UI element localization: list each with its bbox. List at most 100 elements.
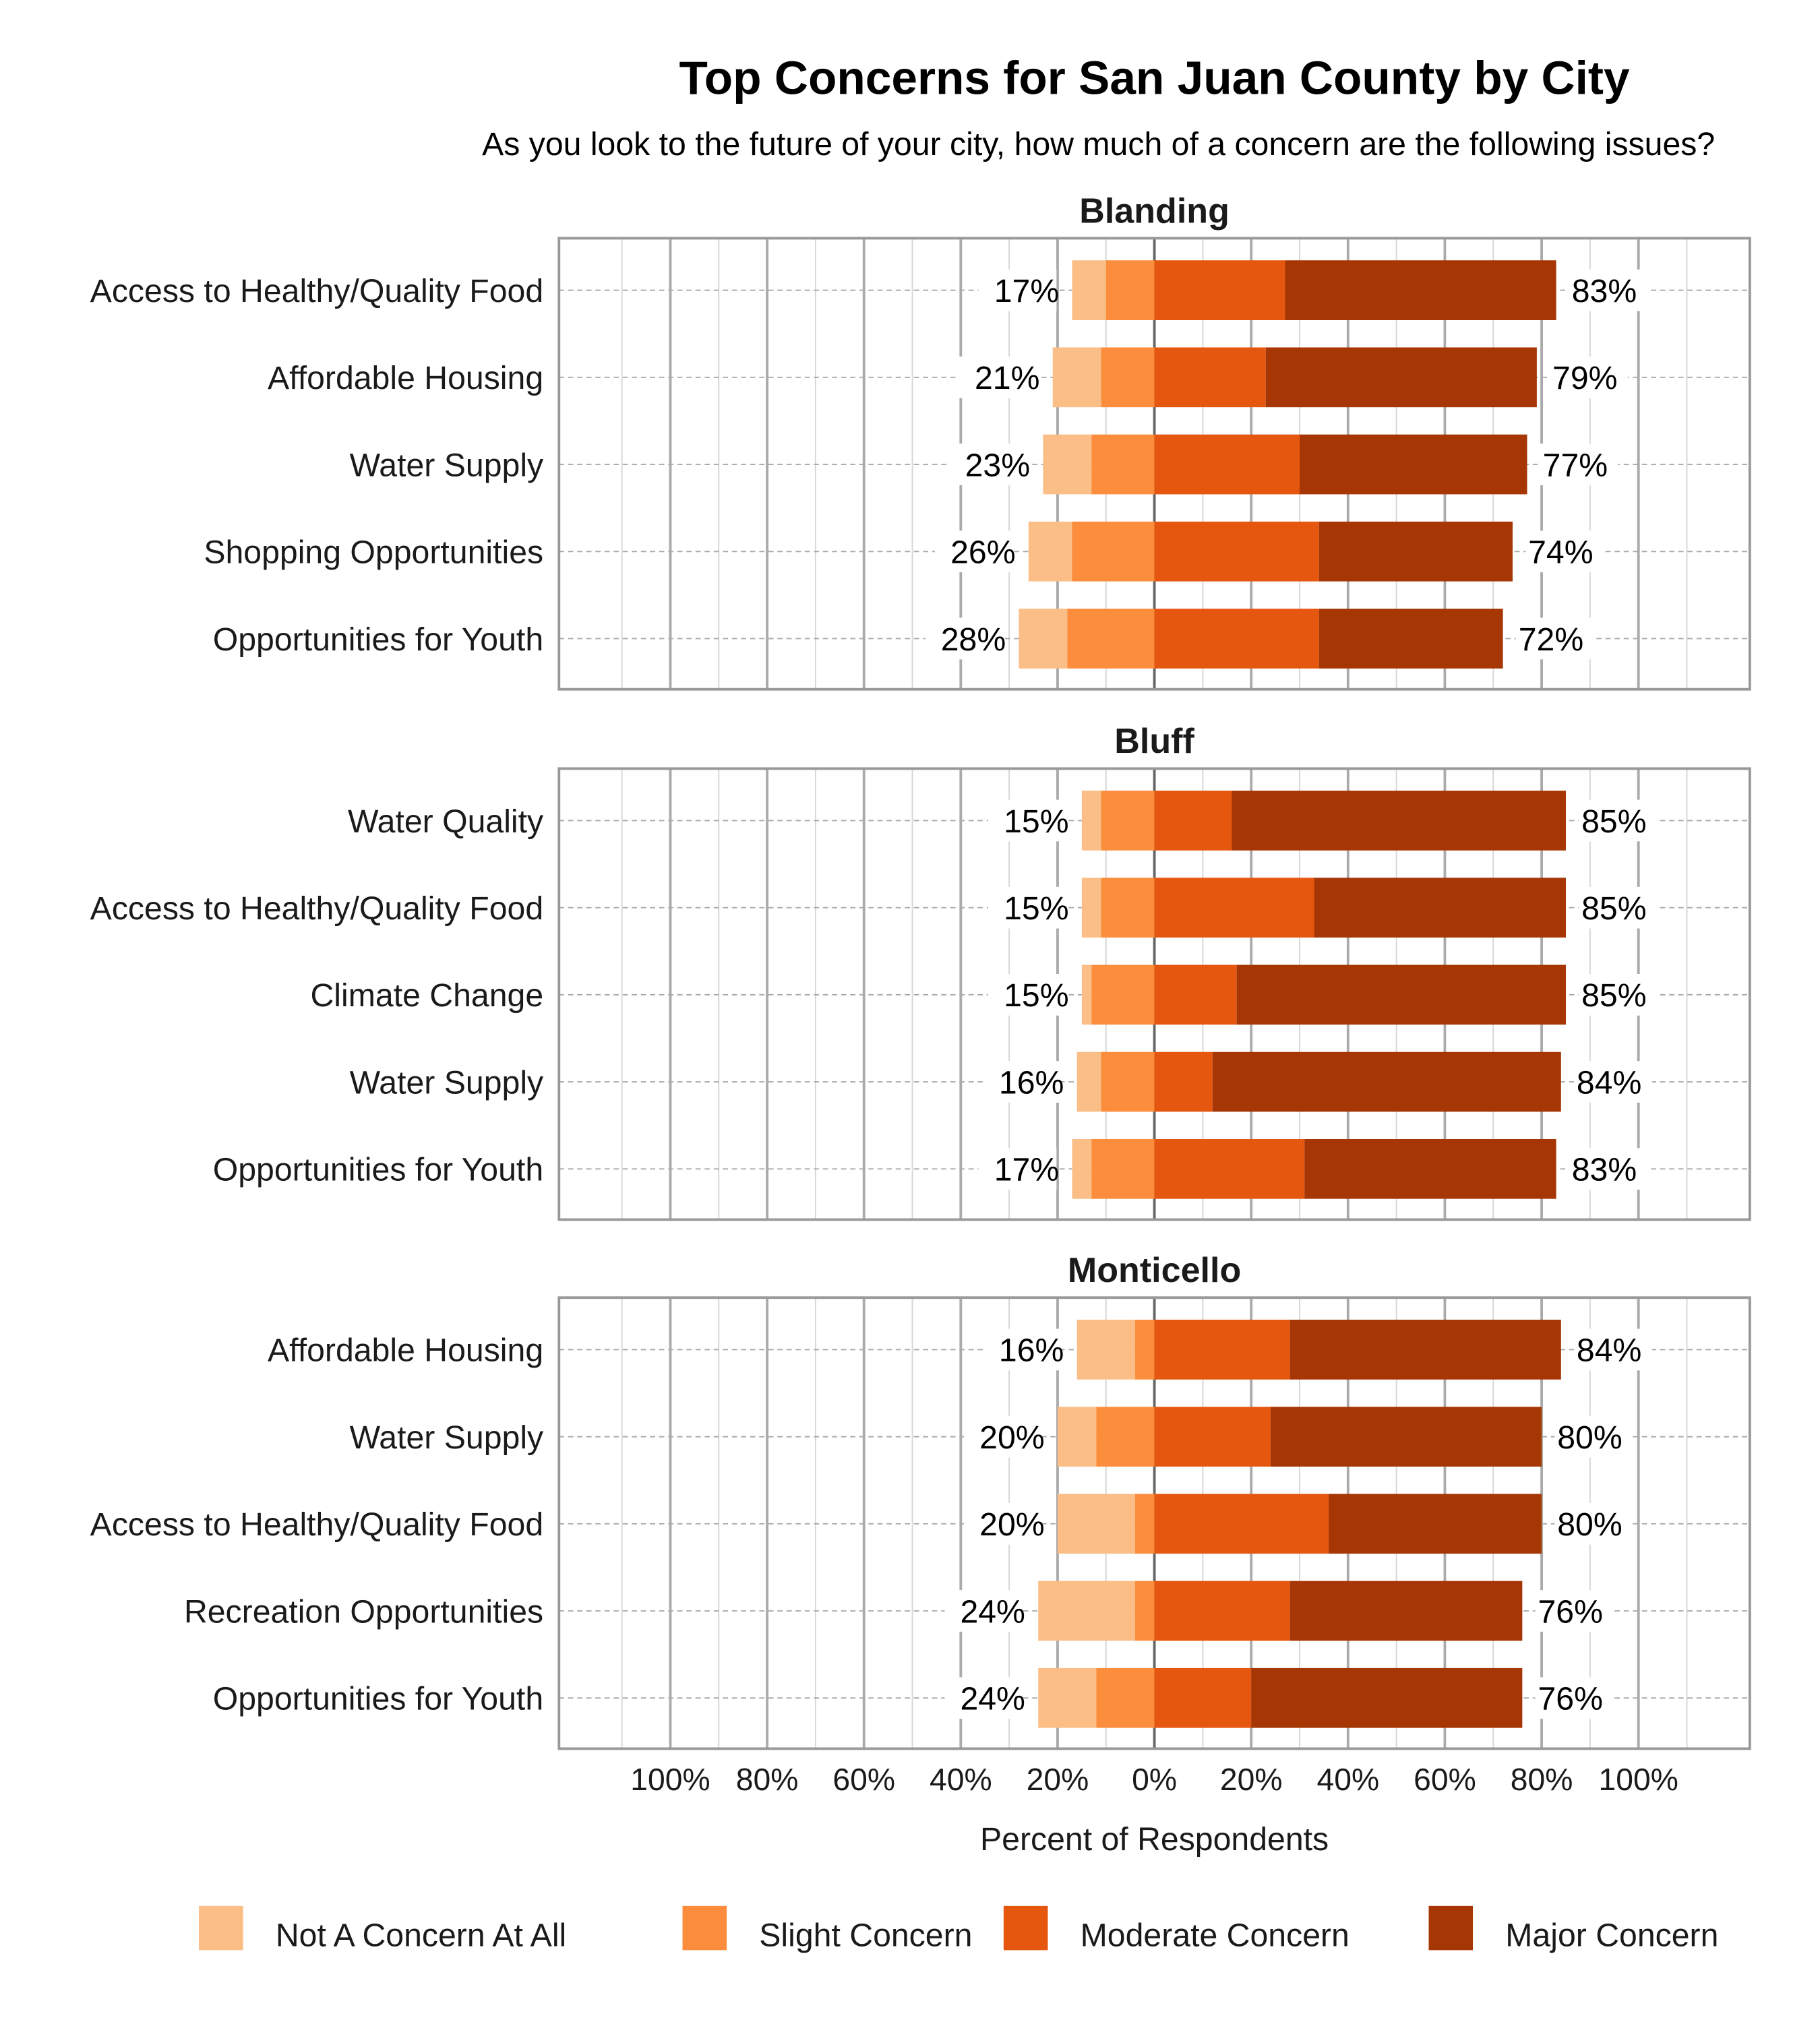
bar-segment-major-concern	[1290, 1581, 1523, 1641]
right-data-label: 80%	[1557, 1506, 1622, 1543]
bar-segment-moderate-concern	[1154, 609, 1319, 669]
label-background	[949, 443, 1028, 485]
bar-segment-slight-concern	[1067, 609, 1155, 669]
bar-segment-not-a-concern-at-all	[1076, 1320, 1135, 1380]
bar-row: Shopping Opportunities 26% 74%	[204, 521, 1750, 582]
legend-item: Slight Concern	[682, 1905, 972, 1954]
legend-label: Major Concern	[1505, 1918, 1718, 1954]
chart-title: Top Concerns for San Juan County by City	[679, 51, 1630, 104]
bar-row: Recreation Opportunities 24% 76%	[184, 1581, 1750, 1641]
right-data-label: 83%	[1572, 1152, 1637, 1188]
bar-segment-not-a-concern-at-all	[1081, 791, 1101, 851]
bar-segment-major-concern	[1304, 1138, 1556, 1199]
bar-segment-moderate-concern	[1154, 260, 1285, 320]
legend-swatch	[682, 1905, 727, 1951]
bar-segment-not-a-concern-at-all	[1081, 964, 1092, 1025]
bar-segment-slight-concern	[1096, 1407, 1155, 1467]
left-data-label: 15%	[1004, 890, 1068, 927]
bar-segment-slight-concern	[1091, 964, 1155, 1025]
bar-segment-major-concern	[1232, 791, 1566, 851]
label-background	[1550, 356, 1628, 398]
bar-segment-moderate-concern	[1154, 1407, 1271, 1467]
right-data-label: 83%	[1572, 273, 1637, 309]
right-data-label: 85%	[1581, 803, 1646, 840]
left-data-label: 21%	[975, 360, 1039, 396]
label-background	[1569, 269, 1647, 311]
panel-border	[557, 1296, 1751, 1750]
bar-segment-not-a-concern-at-all	[1072, 1138, 1092, 1199]
bar-row: Opportunities for Youth 17% 83%	[213, 1138, 1750, 1199]
label-background	[1574, 1328, 1652, 1371]
label-background	[1554, 1415, 1633, 1458]
left-data-label: 16%	[999, 1064, 1064, 1101]
bar-segment-slight-concern	[1091, 1138, 1155, 1199]
chart-subtitle: As you look to the future of your city, …	[482, 126, 1715, 162]
left-data-label: 23%	[965, 447, 1030, 483]
right-data-label: 72%	[1519, 621, 1583, 658]
right-data-label: 85%	[1581, 890, 1646, 927]
category-label: Water Supply	[350, 447, 544, 483]
legend-item: Moderate Concern	[1003, 1905, 1349, 1954]
bar-segment-not-a-concern-at-all	[1076, 1051, 1101, 1112]
left-data-label: 17%	[994, 273, 1059, 309]
bar-segment-not-a-concern-at-all	[1038, 1667, 1097, 1728]
legend-item: Major Concern	[1428, 1905, 1718, 1954]
bar-segment-moderate-concern	[1154, 878, 1314, 938]
category-label: Opportunities for Youth	[213, 621, 543, 658]
legend-item: Not A Concern At All	[199, 1905, 566, 1954]
right-data-label: 76%	[1538, 1681, 1602, 1717]
legend-swatch	[199, 1905, 243, 1951]
bar-segment-not-a-concern-at-all	[1081, 878, 1101, 938]
legend-swatch	[1003, 1905, 1048, 1951]
bar-row: Affordable Housing 21% 79%	[268, 347, 1750, 408]
bar-segment-not-a-concern-at-all	[1043, 434, 1092, 495]
bar-segment-moderate-concern	[1154, 1051, 1213, 1112]
right-data-label: 77%	[1543, 447, 1608, 483]
bar-row: Water Supply 16% 84%	[350, 1051, 1750, 1112]
category-label: Access to Healthy/Quality Food	[90, 273, 543, 309]
label-background	[964, 1502, 1042, 1545]
x-tick-label: 40%	[1317, 1762, 1380, 1797]
right-data-label: 76%	[1538, 1593, 1602, 1630]
bar-segment-moderate-concern	[1154, 1494, 1329, 1554]
bar-segment-moderate-concern	[1154, 964, 1237, 1025]
bar-segment-slight-concern	[1134, 1320, 1155, 1380]
left-data-label: 15%	[1004, 977, 1068, 1014]
x-axis-title: Percent of Respondents	[980, 1821, 1329, 1858]
bar-segment-not-a-concern-at-all	[1052, 347, 1101, 408]
bar-row: Opportunities for Youth 28% 72%	[213, 609, 1750, 669]
label-background	[1535, 1590, 1614, 1632]
left-data-label: 16%	[999, 1332, 1064, 1369]
bar-row: Water Supply 20% 80%	[350, 1407, 1750, 1467]
label-background	[983, 1328, 1062, 1371]
bar-row: Access to Healthy/Quality Food 20% 80%	[90, 1494, 1750, 1554]
x-tick-label: 60%	[832, 1762, 895, 1797]
label-background	[1554, 1502, 1633, 1545]
label-background	[1569, 1148, 1647, 1190]
category-label: Affordable Housing	[268, 360, 543, 396]
x-tick-label: 0%	[1132, 1762, 1177, 1797]
bar-segment-major-concern	[1290, 1320, 1561, 1380]
category-label: Opportunities for Youth	[213, 1681, 543, 1717]
legend: Not A Concern At All Slight Concern Modera…	[199, 1905, 1718, 1954]
x-tick-label: 100%	[630, 1762, 710, 1797]
label-background	[1579, 974, 1657, 1016]
right-data-label: 74%	[1528, 534, 1593, 571]
label-background	[1579, 799, 1657, 842]
bar-segment-not-a-concern-at-all	[1019, 609, 1068, 669]
label-background	[1525, 530, 1604, 573]
bar-segment-moderate-concern	[1154, 1320, 1290, 1380]
bar-segment-not-a-concern-at-all	[1028, 521, 1072, 582]
x-tick-label: 100%	[1599, 1762, 1678, 1797]
category-label: Water Supply	[350, 1064, 544, 1101]
panel-title: Bluff	[1114, 722, 1194, 761]
label-background	[988, 974, 1066, 1016]
category-label: Climate Change	[311, 977, 544, 1014]
bar-row: Water Quality 15% 85%	[348, 791, 1750, 851]
left-data-label: 28%	[941, 621, 1006, 658]
category-label: Shopping Opportunities	[204, 534, 543, 571]
left-data-label: 20%	[979, 1419, 1044, 1456]
panel-title: Monticello	[1068, 1251, 1241, 1290]
